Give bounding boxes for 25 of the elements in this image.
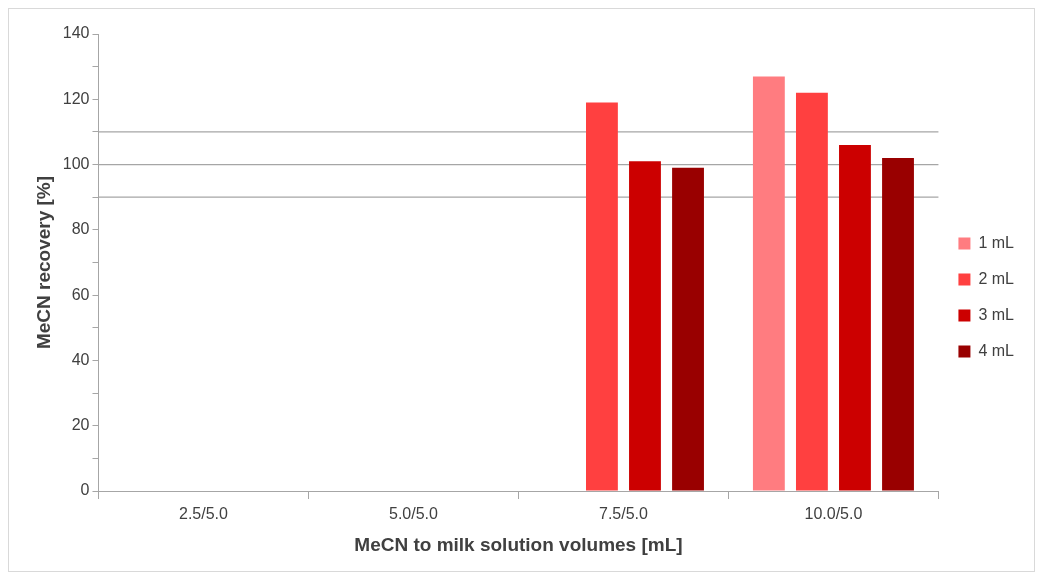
x-tick-label: 7.5/5.0 (598, 505, 649, 523)
bar (795, 92, 828, 491)
legend-label: 4 mL (978, 341, 1015, 359)
bar (882, 158, 914, 491)
y-tick-label: 140 (62, 24, 90, 42)
y-tick-label: 80 (71, 220, 90, 238)
y-tick-label: 60 (71, 285, 90, 303)
y-tick-label: 100 (62, 154, 90, 172)
y-tick-label: 120 (62, 89, 90, 107)
x-tick-label: 2.5/5.0 (179, 505, 229, 523)
bar (586, 102, 618, 491)
y-tick-label: 20 (71, 416, 90, 434)
x-tick-label: 5.0/5.0 (389, 505, 439, 523)
y-tick-label: 40 (71, 350, 90, 368)
x-tick-label: 10.0/5.0 (804, 505, 863, 523)
bar (839, 144, 871, 491)
bar (752, 76, 785, 491)
bar (672, 167, 704, 491)
bar (629, 161, 661, 491)
legend-label: 1 mL (978, 233, 1015, 251)
legend-label: 3 mL (978, 305, 1015, 323)
x-axis-title: MeCN to milk solution volumes [mL] (354, 533, 683, 555)
legend-label: 2 mL (978, 269, 1015, 287)
y-axis-title: MeCN recovery [%] (32, 175, 54, 350)
y-tick-label: 0 (80, 481, 90, 499)
